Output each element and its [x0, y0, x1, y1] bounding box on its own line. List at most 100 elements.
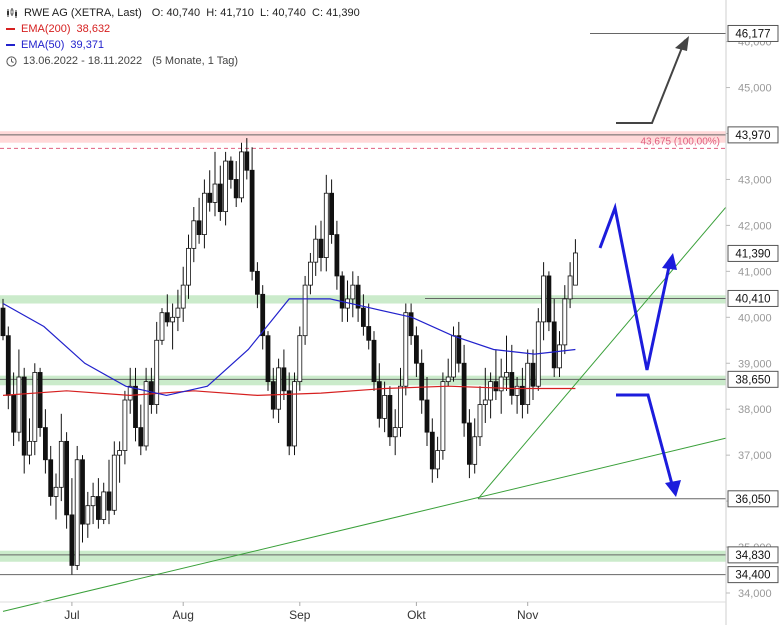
candle-up — [477, 404, 483, 438]
candle-down — [260, 293, 266, 337]
legend-title-row: RWE AG (XETRA, Last) O: 40,740 H: 41,710… — [6, 5, 360, 21]
candle-up — [562, 298, 568, 346]
candle-up — [292, 381, 297, 447]
candle-up — [445, 376, 451, 383]
time-axis: Jul Aug Sep Okt Nov — [0, 601, 726, 622]
candle-down — [424, 399, 430, 433]
candle-down — [466, 422, 472, 465]
candle-up — [297, 335, 303, 383]
candle-up — [557, 344, 562, 369]
trendlines — [2, 206, 727, 612]
candle-up — [567, 275, 573, 300]
candle-down — [164, 312, 170, 323]
price-box — [727, 24, 779, 42]
ema200-value: 38,632 — [76, 23, 111, 35]
candle-down — [11, 395, 17, 433]
candle-down — [265, 335, 271, 383]
forecast-arrows — [598, 36, 689, 497]
candle-down — [21, 376, 27, 456]
y-tick-label: 34,000 — [738, 588, 772, 600]
blue-zigzag-head — [662, 253, 677, 270]
y-tick-label: 39,000 — [738, 358, 772, 370]
candle-up — [276, 367, 282, 410]
candle-up — [175, 307, 181, 318]
candle-down — [371, 339, 377, 383]
candle-down — [138, 427, 144, 447]
candle-up — [117, 450, 122, 456]
candle-down — [355, 284, 361, 309]
price-box — [727, 490, 779, 508]
price-box — [727, 370, 779, 388]
y-tick-label: 40,000 — [738, 312, 772, 324]
candle-up — [313, 238, 319, 263]
fib-annotation: 43,675 (100,00%) — [640, 136, 720, 147]
price-box — [727, 566, 779, 584]
ema50-value: 39,371 — [70, 39, 105, 51]
candle-down — [334, 234, 340, 277]
candle-up — [111, 454, 117, 511]
candle-down — [456, 335, 462, 364]
candle-down — [413, 335, 419, 364]
price-box-label: 41,390 — [735, 248, 770, 260]
candle-up — [239, 151, 244, 199]
candle-up — [350, 284, 356, 300]
long-trendline — [2, 437, 727, 612]
candle-down — [148, 381, 154, 406]
candle-up — [170, 316, 176, 323]
legend-ema200-row: EMA(200) 38,632 — [6, 21, 360, 37]
candle-down — [96, 496, 101, 520]
candle-down — [360, 307, 366, 327]
y-tick-label: 41,000 — [738, 266, 772, 278]
candle-up — [223, 160, 229, 213]
ema50-swatch — [6, 44, 15, 46]
ema50-line — [2, 298, 576, 397]
candle-up — [180, 284, 186, 309]
price-box — [727, 546, 779, 564]
candle-down — [207, 192, 213, 203]
candle-up — [212, 183, 218, 203]
candle-down — [228, 160, 234, 180]
candle-down — [366, 326, 372, 341]
candle-down — [429, 431, 435, 470]
grey-arrow-head — [675, 36, 689, 51]
legend-period-detail: (5 Monate, 1 Tag) — [152, 55, 239, 67]
short-trendline — [477, 206, 727, 500]
candle-down — [509, 372, 515, 396]
blue-down-head — [665, 480, 681, 497]
chart-legend: RWE AG (XETRA, Last) O: 40,740 H: 41,710… — [6, 5, 360, 69]
candle-down — [281, 367, 287, 392]
legend-title: RWE AG (XETRA, Last) — [24, 7, 142, 19]
candle-down — [244, 151, 250, 171]
legend-ema50-row: EMA(50) 39,371 — [6, 37, 360, 53]
candle-down — [133, 385, 138, 428]
candle-up — [541, 275, 546, 323]
candle-down — [80, 459, 85, 525]
candles — [0, 138, 578, 575]
blue-zigzag-arrow — [598, 202, 672, 371]
candle-down — [286, 390, 292, 447]
candle-up — [504, 372, 509, 378]
candle-up — [482, 399, 488, 406]
candle-up — [127, 385, 133, 401]
price-box-label: 38,650 — [735, 374, 770, 386]
candle-up — [159, 312, 165, 341]
candle-up — [435, 450, 441, 470]
y-tick-label: 43,000 — [738, 174, 772, 186]
support-zone-34 — [0, 550, 726, 562]
candle-up — [307, 261, 313, 286]
candle-up — [398, 385, 403, 428]
resistance-zone — [0, 131, 726, 143]
candle-up — [382, 395, 388, 419]
price-box-label: 36,050 — [735, 494, 770, 506]
ema200-swatch — [6, 28, 15, 30]
candle-up — [27, 440, 32, 456]
candle-down — [69, 514, 75, 566]
x-tick-label: Jul — [64, 608, 79, 622]
candle-up — [122, 399, 128, 451]
ema200-line — [2, 385, 576, 397]
price-axis: 34,00035,00036,00037,00038,00039,00040,0… — [725, 0, 779, 625]
candle-down — [339, 275, 345, 309]
candle-up — [323, 192, 329, 258]
candle-up — [143, 381, 149, 447]
